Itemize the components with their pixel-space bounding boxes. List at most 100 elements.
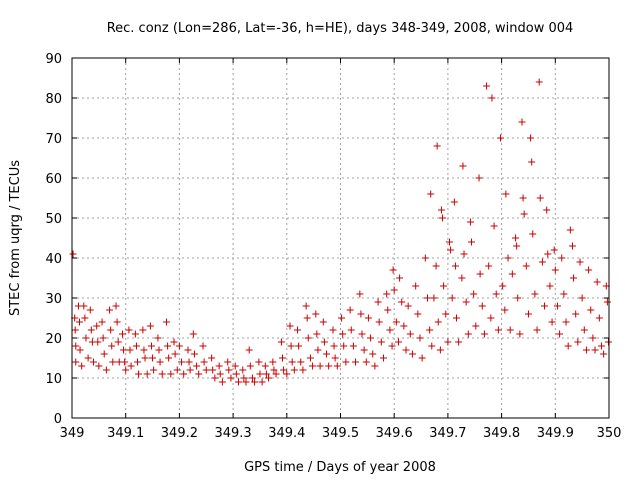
data-point	[109, 358, 117, 366]
data-point	[239, 366, 247, 374]
data-point	[442, 310, 450, 318]
data-point	[514, 294, 522, 302]
data-point	[377, 338, 385, 346]
data-point	[433, 142, 441, 150]
data-point	[134, 358, 142, 366]
data-point	[531, 290, 539, 298]
data-point	[156, 358, 164, 366]
data-point	[475, 174, 483, 182]
y-tick-label: 0	[54, 412, 62, 427]
data-point	[185, 358, 193, 366]
data-point	[423, 294, 431, 302]
data-point	[261, 362, 269, 370]
data-point	[593, 278, 601, 286]
data-point	[280, 366, 288, 374]
data-point	[582, 346, 590, 354]
data-point	[87, 326, 95, 334]
data-point	[178, 358, 186, 366]
data-point	[180, 370, 188, 378]
data-point	[245, 346, 253, 354]
data-point	[102, 366, 110, 374]
data-point	[82, 334, 90, 342]
data-point	[256, 370, 264, 378]
data-point	[302, 302, 310, 310]
data-point	[464, 330, 472, 338]
data-point	[518, 118, 526, 126]
data-point	[218, 378, 226, 386]
data-point	[483, 82, 491, 90]
data-point	[95, 362, 103, 370]
data-point	[139, 326, 147, 334]
data-point	[246, 362, 254, 370]
data-point	[570, 274, 578, 282]
data-point	[347, 326, 355, 334]
data-point	[450, 198, 458, 206]
data-point	[265, 374, 273, 382]
data-point	[426, 326, 434, 334]
x-tick-label: 349.6	[376, 426, 413, 441]
x-tick-label: 349.4	[268, 426, 305, 441]
grid-lines	[72, 58, 609, 418]
data-point	[313, 330, 321, 338]
data-point	[211, 374, 219, 382]
data-point	[329, 326, 337, 334]
data-point	[215, 362, 223, 370]
y-tick-label: 70	[45, 132, 62, 147]
y-tick-label: 10	[45, 372, 62, 387]
data-point	[163, 318, 171, 326]
data-point	[485, 262, 493, 270]
data-point	[349, 342, 357, 350]
data-points	[69, 78, 612, 386]
data-point	[339, 330, 347, 338]
data-point	[154, 334, 162, 342]
data-point	[325, 362, 333, 370]
y-tick-label: 40	[45, 252, 62, 267]
data-point	[448, 294, 456, 302]
data-point	[578, 294, 586, 302]
data-point	[589, 334, 597, 342]
data-point	[290, 366, 298, 374]
data-point	[364, 314, 372, 322]
data-point	[408, 350, 416, 358]
data-point	[165, 354, 173, 362]
data-point	[200, 358, 208, 366]
data-point	[99, 334, 107, 342]
x-axis-label: GPS time / Days of year 2008	[244, 460, 436, 475]
data-point	[69, 250, 77, 258]
data-point	[375, 318, 383, 326]
data-point	[544, 250, 552, 258]
data-point	[466, 218, 474, 226]
data-point	[94, 338, 102, 346]
data-point	[585, 266, 593, 274]
data-point	[527, 134, 535, 142]
data-point	[472, 322, 480, 330]
y-tick-label: 60	[45, 172, 62, 187]
data-point	[270, 366, 278, 374]
data-point	[394, 338, 402, 346]
data-point	[412, 282, 420, 290]
data-point	[352, 358, 360, 366]
data-point	[576, 258, 584, 266]
data-point	[208, 354, 216, 362]
data-point	[501, 306, 509, 314]
data-point	[455, 338, 463, 346]
data-point	[283, 370, 291, 378]
x-tick-labels: 349 349.1 349.2 349.3 349.4 349.5 349.6 349.7 34…	[60, 426, 622, 441]
data-point	[587, 306, 595, 314]
data-point	[392, 318, 400, 326]
data-point	[262, 370, 270, 378]
data-point	[416, 334, 424, 342]
data-point	[209, 366, 217, 374]
x-tick-label: 349.5	[322, 426, 359, 441]
data-point	[502, 190, 510, 198]
data-point	[524, 310, 532, 318]
data-point	[460, 250, 468, 258]
data-point	[536, 194, 544, 202]
data-point	[147, 342, 155, 350]
data-point	[506, 326, 514, 334]
data-point	[171, 350, 179, 358]
data-point	[488, 94, 496, 102]
x-tick-label: 349.9	[537, 426, 574, 441]
data-point	[476, 270, 484, 278]
